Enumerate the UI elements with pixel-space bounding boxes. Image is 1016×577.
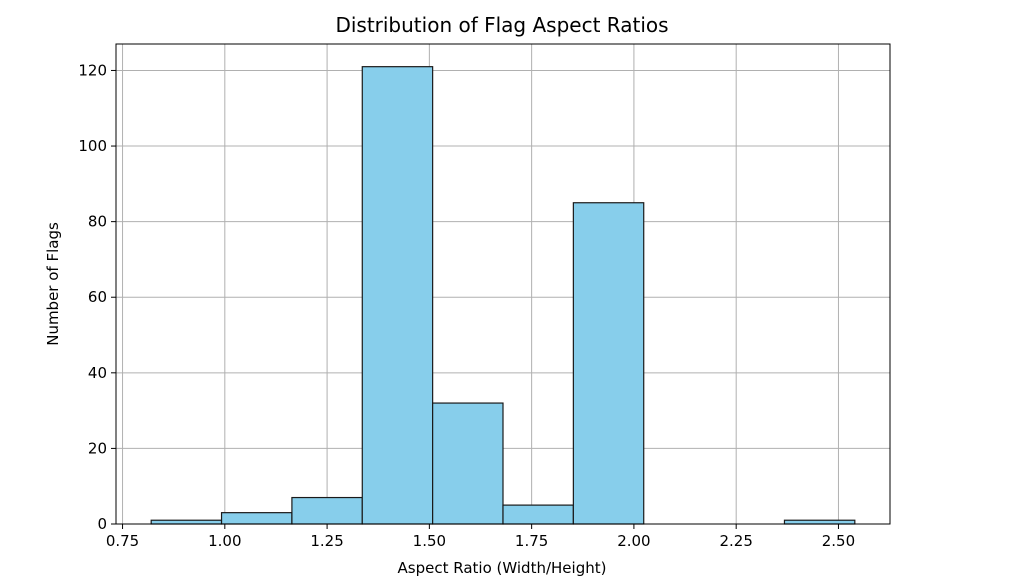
x-tick-label: 1.00 (208, 532, 241, 550)
histogram-bar (502, 504, 574, 525)
histogram-bar (150, 519, 223, 525)
y-tick-label: 0 (97, 515, 107, 533)
histogram-bars (150, 66, 856, 525)
chart-title: Distribution of Flag Aspect Ratios (335, 13, 668, 37)
y-tick-label: 40 (88, 364, 107, 382)
x-tick-label: 2.50 (822, 532, 855, 550)
x-tick-label: 0.75 (106, 532, 139, 550)
y-tick-label: 100 (78, 137, 107, 155)
histogram-bar (291, 496, 363, 525)
y-tick-label: 80 (88, 213, 107, 231)
x-tick-label: 2.00 (617, 532, 650, 550)
y-tick-label: 60 (88, 288, 107, 306)
histogram-bar (361, 66, 434, 525)
histogram-bar (783, 519, 856, 525)
x-axis-label: Aspect Ratio (Width/Height) (398, 559, 607, 577)
y-axis-label: Number of Flags (44, 222, 62, 346)
histogram-bar (220, 512, 293, 525)
y-tick-label: 20 (88, 439, 107, 457)
histogram-bar (432, 402, 504, 525)
x-tick-label: 1.50 (413, 532, 446, 550)
y-tick-label: 120 (78, 61, 107, 79)
y-axis-ticks: 0 20 40 60 80 100 120 (78, 61, 116, 533)
x-tick-label: 1.75 (515, 532, 548, 550)
histogram-bar (572, 202, 645, 525)
plot-frame (115, 43, 891, 525)
x-tick-label: 2.25 (719, 532, 752, 550)
x-axis-ticks: 0.75 1.00 1.25 1.50 1.75 2.00 2.25 2.50 (106, 524, 855, 550)
x-tick-label: 1.25 (310, 532, 343, 550)
